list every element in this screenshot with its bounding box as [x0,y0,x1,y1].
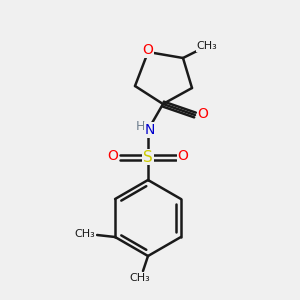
Text: O: O [178,149,188,163]
Text: N: N [145,123,155,137]
Text: CH₃: CH₃ [130,273,150,283]
Text: CH₃: CH₃ [196,41,218,51]
Text: O: O [108,149,118,163]
Text: S: S [143,149,153,164]
Text: CH₃: CH₃ [75,229,95,239]
Text: H: H [135,121,145,134]
Text: O: O [198,107,208,121]
Text: O: O [142,43,153,57]
